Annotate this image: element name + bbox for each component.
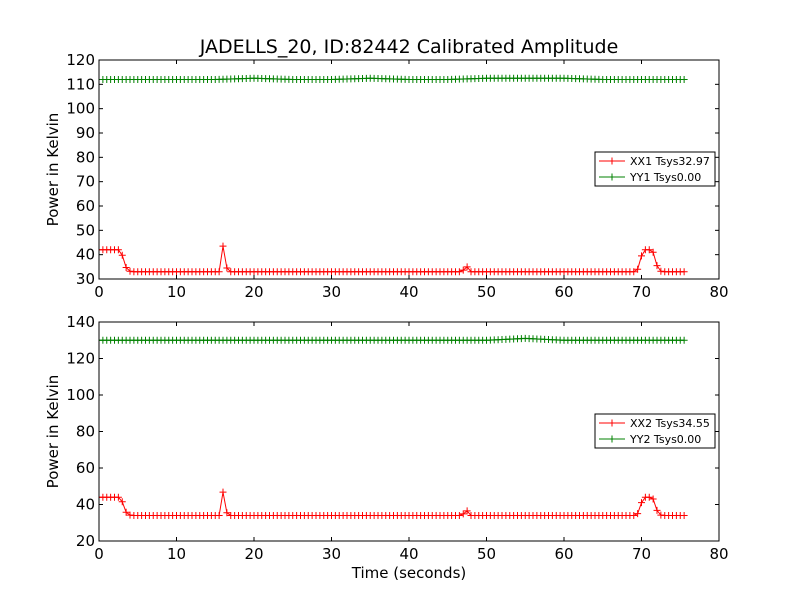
- data-point: [223, 264, 231, 272]
- data-point: [455, 511, 463, 519]
- series-2: [99, 74, 688, 83]
- x-tick-label: 10: [167, 283, 186, 301]
- y-tick-label: 120: [66, 51, 95, 69]
- data-point: [649, 248, 657, 256]
- legend-marker: [608, 435, 616, 443]
- data-point: [219, 242, 227, 250]
- legend-marker: [608, 419, 616, 427]
- legend-label: YY2 Tsys0.00: [629, 433, 701, 446]
- subplot-2: 0 10 20 30 40 50 60 70 80 20 40 60 80 100 120 140 Power …: [44, 313, 729, 582]
- data-point: [680, 268, 688, 276]
- data-point: [223, 509, 231, 517]
- y-tick-label: 30: [76, 270, 95, 288]
- y-axis-label: Power in Kelvin: [44, 375, 62, 489]
- y-tick-label: 80: [76, 423, 95, 441]
- x-tick-label: 40: [399, 283, 418, 301]
- data-point: [463, 507, 471, 515]
- series-2: [99, 334, 688, 344]
- y-tick-label: 20: [76, 532, 95, 550]
- legend-label: YY1 Tsys0.00: [629, 171, 701, 184]
- data-point: [455, 268, 463, 276]
- chart-title: JADELLS_20, ID:82442 Calibrated Amplitud…: [199, 36, 619, 58]
- legend-item: XX1 Tsys32.97: [599, 155, 710, 168]
- y-tick-label: 140: [66, 313, 95, 331]
- data-point: [638, 499, 645, 507]
- x-tick-label: 60: [554, 545, 573, 563]
- y-tick-label: 110: [66, 75, 95, 93]
- data-point: [459, 266, 467, 274]
- y-tick-label: 60: [76, 459, 95, 477]
- data-point: [219, 488, 227, 496]
- data-point: [215, 268, 223, 276]
- data-point: [630, 268, 638, 276]
- legend-box: [594, 413, 716, 449]
- x-tick-label: 40: [399, 545, 418, 563]
- x-tick-label: 10: [167, 545, 186, 563]
- y-tick-label: 50: [76, 221, 95, 239]
- legend-marker: [608, 173, 616, 181]
- x-tick-label: 80: [709, 545, 728, 563]
- legend: XX2 Tsys34.55 YY2 Tsys0.00: [594, 413, 716, 449]
- data-point: [215, 511, 223, 519]
- y-tick-label: 90: [76, 124, 95, 142]
- series-line: [99, 246, 685, 273]
- x-tick-label: 70: [632, 545, 651, 563]
- data-point: [680, 336, 688, 344]
- legend: XX1 Tsys32.97 YY1 Tsys0.00: [594, 151, 716, 187]
- legend-label: XX2 Tsys34.55: [630, 417, 710, 430]
- data-point: [463, 263, 471, 271]
- x-tick-label: 0: [94, 283, 104, 301]
- data-point: [634, 510, 642, 518]
- x-axis-label: Time (seconds): [351, 564, 467, 582]
- data-point: [638, 252, 645, 260]
- data-point: [118, 251, 126, 259]
- y-tick-label: 100: [66, 386, 95, 404]
- x-tick-label: 50: [477, 283, 496, 301]
- x-tick-label: 70: [632, 283, 651, 301]
- legend-box: [594, 151, 716, 187]
- x-tick-label: 0: [94, 545, 104, 563]
- y-tick-label: 40: [76, 496, 95, 514]
- series-line: [99, 492, 685, 516]
- legend-marker: [608, 157, 616, 165]
- data-point: [114, 493, 122, 501]
- x-tick-label: 30: [322, 283, 341, 301]
- legend-item: YY2 Tsys0.00: [599, 433, 701, 446]
- legend-item: YY1 Tsys0.00: [599, 171, 701, 184]
- y-axis-label: Power in Kelvin: [44, 113, 62, 227]
- data-point: [645, 246, 653, 254]
- y-tick-label: 100: [66, 100, 95, 118]
- data-point: [459, 510, 467, 518]
- data-point: [653, 506, 661, 514]
- y-tick-label: 120: [66, 350, 95, 368]
- data-point: [122, 263, 130, 271]
- x-tick-label: 50: [477, 545, 496, 563]
- x-tick-label: 60: [554, 283, 573, 301]
- data-point: [680, 511, 688, 519]
- legend-item: XX2 Tsys34.55: [599, 417, 710, 430]
- data-point: [645, 493, 653, 501]
- data-point: [653, 262, 661, 270]
- x-tick-label: 80: [709, 283, 728, 301]
- data-point: [114, 246, 122, 254]
- data-point: [680, 75, 688, 83]
- y-tick-label: 60: [76, 197, 95, 215]
- data-point: [118, 498, 126, 506]
- x-tick-label: 20: [244, 545, 263, 563]
- subplot-1: JADELLS_20, ID:82442 Calibrated Amplitud…: [44, 36, 729, 301]
- x-tick-label: 20: [244, 283, 263, 301]
- data-point: [630, 511, 638, 519]
- y-tick-label: 80: [76, 148, 95, 166]
- y-tick-label: 70: [76, 173, 95, 191]
- x-tick-label: 30: [322, 545, 341, 563]
- data-point: [122, 508, 130, 516]
- series-1: [99, 242, 688, 276]
- y-tick-label: 40: [76, 246, 95, 264]
- data-point: [649, 495, 657, 503]
- series-1: [99, 488, 688, 519]
- legend-label: XX1 Tsys32.97: [630, 155, 710, 168]
- data-point: [634, 265, 642, 273]
